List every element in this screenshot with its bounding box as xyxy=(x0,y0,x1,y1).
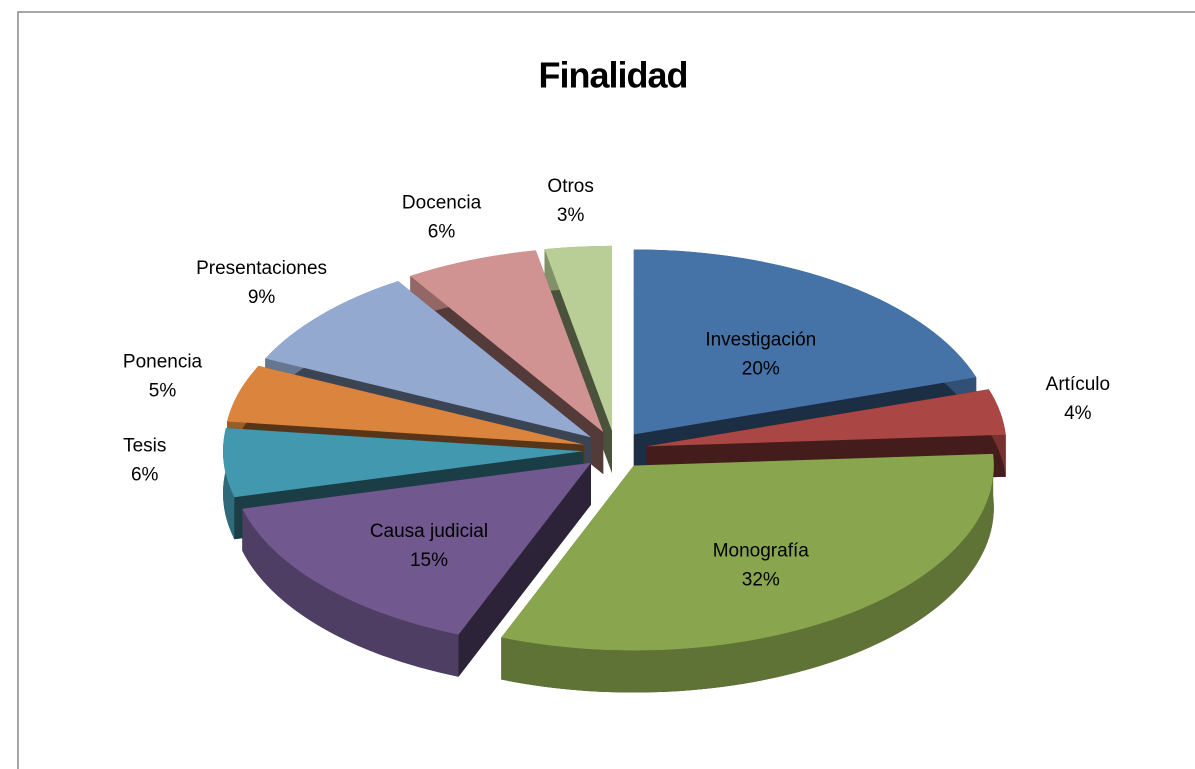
data-label-value: 4% xyxy=(1064,403,1092,424)
chart-title: Finalidad xyxy=(538,55,687,96)
slice xyxy=(633,249,977,435)
slice xyxy=(410,250,604,433)
data-label-value: 20% xyxy=(742,359,780,380)
slice xyxy=(646,389,1006,447)
slice xyxy=(227,365,585,445)
data-label-name: Tesis xyxy=(123,435,166,456)
slice xyxy=(501,453,994,651)
data-label-value: 6% xyxy=(131,464,159,485)
slice xyxy=(265,281,591,438)
data-label-name: Monografía xyxy=(713,540,810,561)
data-label-name: Artículo xyxy=(1046,374,1110,395)
data-label-name: Presentaciones xyxy=(196,258,327,279)
data-label-value: 5% xyxy=(149,381,177,402)
slice xyxy=(544,245,612,431)
data-label-name: Investigación xyxy=(705,330,816,351)
slice xyxy=(223,428,584,498)
data-label-value: 9% xyxy=(248,287,276,308)
slice-side xyxy=(501,453,994,693)
slice-side xyxy=(242,508,459,677)
data-label-name: Ponencia xyxy=(123,352,203,373)
data-label-value: 32% xyxy=(742,569,780,590)
slice-wall xyxy=(458,462,591,677)
data-label-name: Docencia xyxy=(402,192,482,213)
slice xyxy=(242,462,591,635)
data-label-name: Causa judicial xyxy=(370,521,488,542)
data-label-name: Otros xyxy=(547,176,593,197)
data-label-value: 6% xyxy=(428,221,456,242)
data-label-value: 15% xyxy=(410,550,448,571)
data-label-value: 3% xyxy=(557,205,585,226)
